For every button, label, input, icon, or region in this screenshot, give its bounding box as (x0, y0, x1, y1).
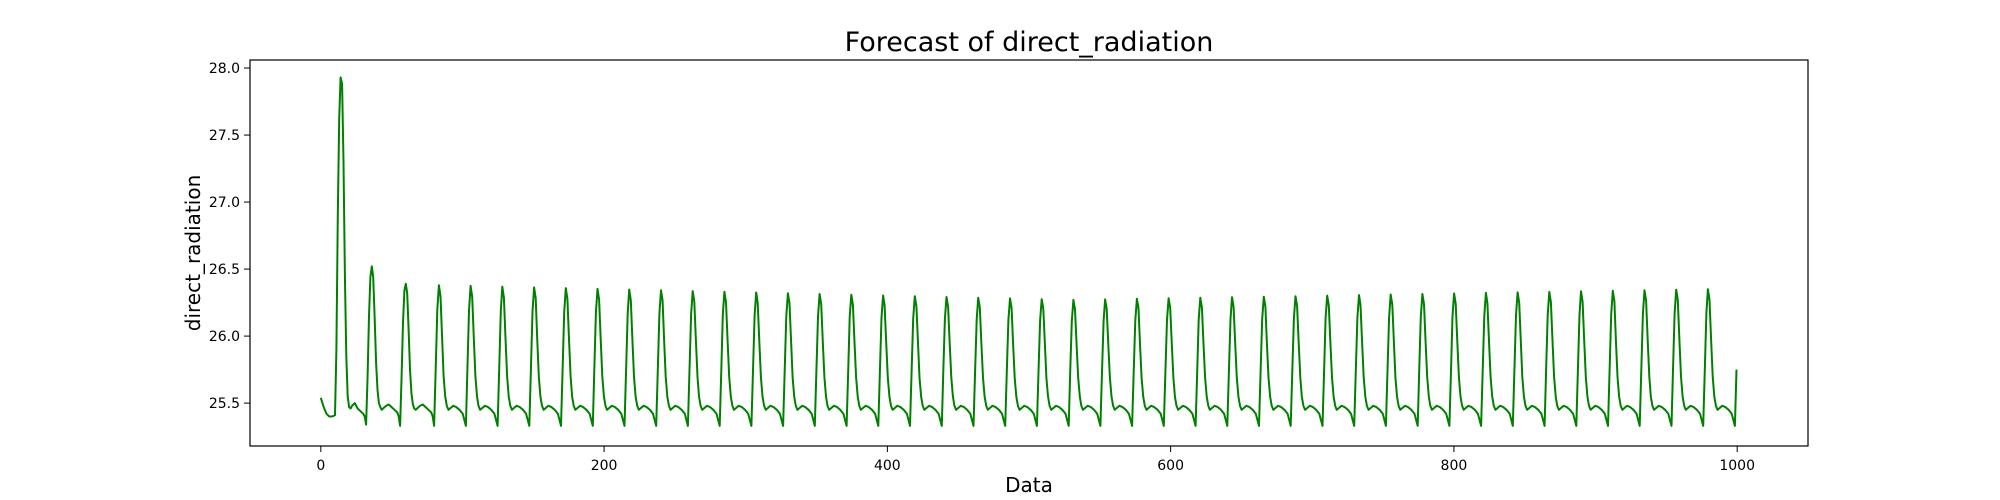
x-tick-label: 1000 (1719, 458, 1755, 474)
x-tick-label: 400 (874, 458, 901, 474)
y-tick-label: 26.5 (209, 262, 240, 278)
chart-title: Forecast of direct_radiation (845, 27, 1214, 58)
x-tick-label: 800 (1441, 458, 1468, 474)
x-axis-label: Data (1005, 473, 1053, 497)
plot-area (319, 76, 1738, 427)
x-tick-label: 0 (316, 458, 325, 474)
y-axis-label: direct_radiation (181, 175, 205, 331)
x-axis: 0 200 400 600 800 1000 (316, 446, 1755, 474)
x-tick-label: 600 (1157, 458, 1184, 474)
y-tick-label: 25.5 (209, 396, 240, 412)
y-tick-label: 27.5 (209, 128, 240, 144)
y-tick-label: 27.0 (209, 195, 240, 211)
plot-frame (249, 59, 1809, 447)
y-tick-label: 26.0 (209, 329, 240, 345)
series-line-0 (319, 76, 1738, 427)
y-tick-label: 28.0 (209, 61, 240, 77)
x-tick-label: 200 (591, 458, 618, 474)
y-axis: 25.5 26.0 26.5 27.0 27.5 28.0 (209, 61, 250, 412)
